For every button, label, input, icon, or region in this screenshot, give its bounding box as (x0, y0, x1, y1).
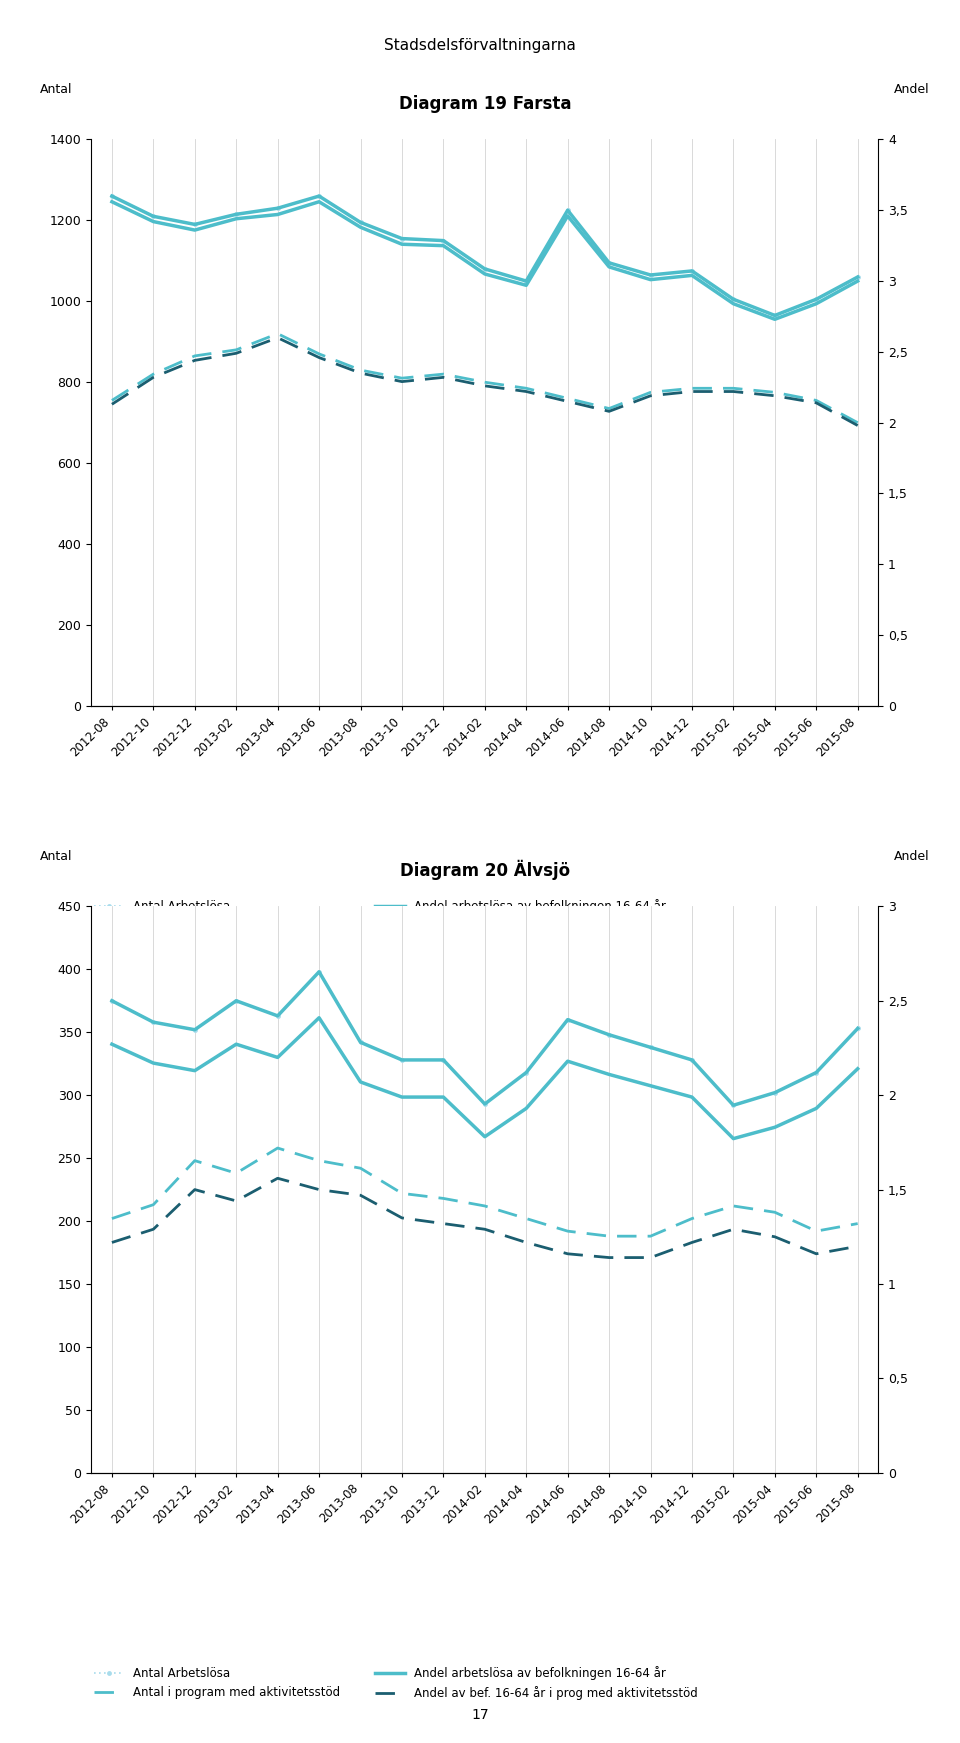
Legend: Antal Arbetslösa, Antal i program med aktivitetsstöd, Andel arbetslösa av befolk: Antal Arbetslösa, Antal i program med ak… (89, 1661, 703, 1705)
Legend: Antal Arbetslösa, Antal i program med aktivitetsstöd, Andel arbetslösa av befolk: Antal Arbetslösa, Antal i program med ak… (89, 894, 703, 938)
Text: Andel: Andel (894, 851, 929, 863)
Text: Stadsdelsförvaltningarna: Stadsdelsförvaltningarna (384, 38, 576, 54)
Title: Diagram 19 Farsta: Diagram 19 Farsta (398, 94, 571, 113)
Text: Antal: Antal (40, 851, 73, 863)
Title: Diagram 20 Älvsjö: Diagram 20 Älvsjö (399, 859, 570, 880)
Text: Antal: Antal (40, 84, 73, 96)
Text: 17: 17 (471, 1708, 489, 1722)
Text: Andel: Andel (894, 84, 929, 96)
